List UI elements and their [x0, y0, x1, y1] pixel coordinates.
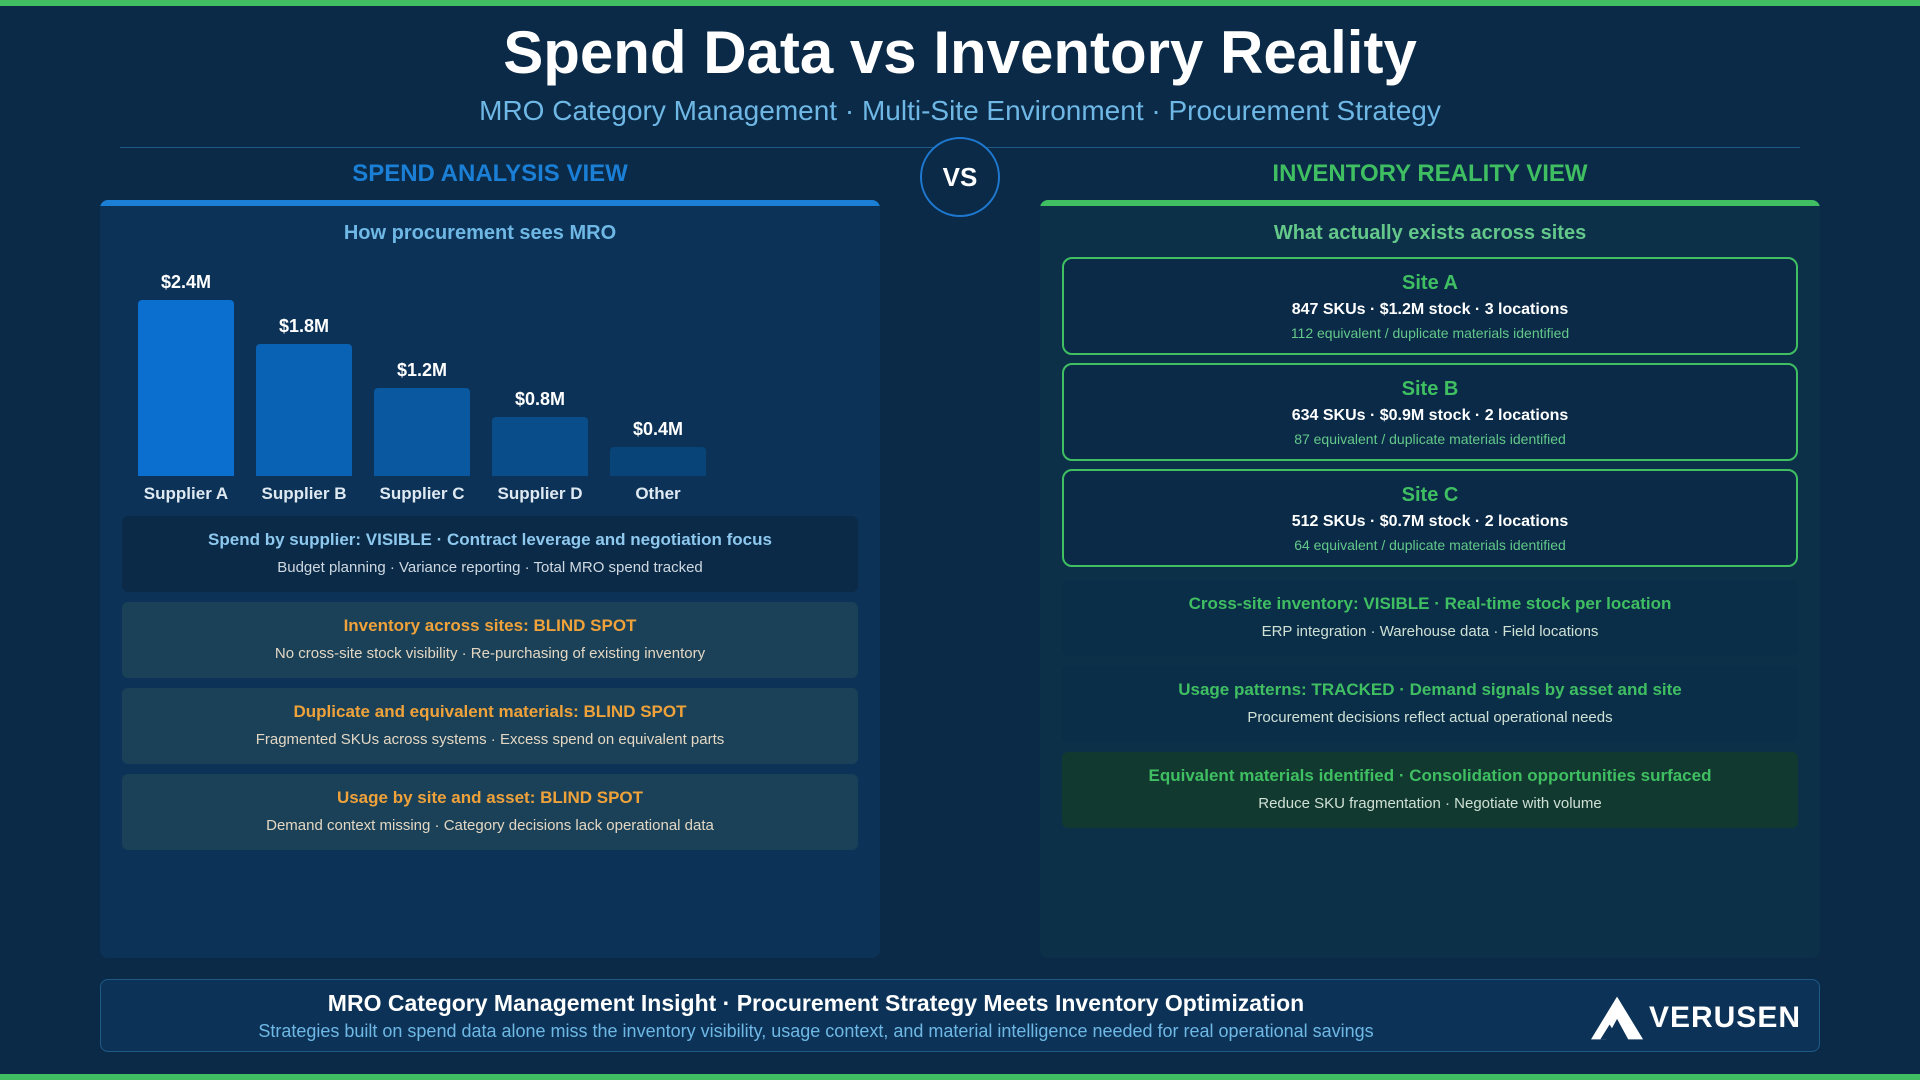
duplicates-blind-spot-title: Duplicate and equivalent materials: BLIN… — [293, 702, 687, 721]
bar-supplier-c — [374, 388, 470, 476]
page-subtitle: MRO Category Management · Multi-Site Env… — [479, 95, 1441, 126]
site-card-a: Site A 847 SKUs · $1.2M stock · 3 locati… — [1062, 257, 1798, 355]
site-card-b: Site B 634 SKUs · $0.9M stock · 2 locati… — [1062, 363, 1798, 461]
spend-panel-subheading: How procurement sees MRO — [343, 222, 617, 244]
duplicates-blind-spot-detail: Fragmented SKUs across systems · Excess … — [255, 731, 725, 748]
bar-value-label: $0.8M — [514, 389, 566, 409]
bar-category-label: Supplier D — [497, 484, 583, 503]
insight-footer: MRO Category Management Insight · Procur… — [100, 979, 1820, 1052]
footer-title: MRO Category Management Insight · Procur… — [327, 990, 1305, 1016]
bar-category-label: Supplier C — [379, 484, 465, 503]
verusen-mark-icon — [1591, 996, 1644, 1040]
vs-badge: VS — [920, 137, 1000, 217]
site-stats: 634 SKUs · $0.9M stock · 2 locations — [1291, 407, 1569, 424]
spend-panel-accent — [100, 200, 880, 206]
bar-value-label: $1.8M — [278, 316, 330, 336]
site-card-c: Site C 512 SKUs · $0.7M stock · 2 locati… — [1062, 469, 1798, 567]
usage-blind-spot-box: Usage by site and asset: BLIND SPOT Dema… — [122, 774, 858, 850]
consolidation-detail: Reduce SKU fragmentation · Negotiate wit… — [1258, 795, 1602, 812]
usage-blind-spot-detail: Demand context missing · Category decisi… — [266, 817, 714, 834]
inventory-blind-spot-box: Inventory across sites: BLIND SPOT No cr… — [122, 602, 858, 678]
site-name: Site C — [1401, 484, 1459, 506]
inventory-view-heading: INVENTORY REALITY VIEW — [1272, 160, 1588, 187]
site-duplicates: 87 equivalent / duplicate materials iden… — [1294, 431, 1566, 447]
cross-site-visible-title: Cross-site inventory: VISIBLE · Real-tim… — [1188, 594, 1672, 613]
bar-value-label: $1.2M — [396, 360, 448, 380]
verusen-logo: VERUSEN — [1591, 996, 1801, 1040]
bar-value-label: $2.4M — [160, 272, 212, 292]
bar-category-label: Supplier B — [261, 484, 347, 503]
cross-site-visible-detail: ERP integration · Warehouse data · Field… — [1261, 623, 1599, 640]
footer-detail: Strategies built on spend data alone mis… — [258, 1021, 1374, 1041]
bar-supplier-a — [138, 300, 234, 476]
inventory-panel-accent — [1040, 200, 1820, 206]
consolidation-box: Equivalent materials identified · Consol… — [1062, 752, 1798, 828]
supplier-spend-chart: $2.4M Supplier A $1.8M Supplier B $1.2M Suppl… — [100, 200, 880, 510]
bar-other — [610, 447, 706, 476]
bar-value-label: $0.4M — [632, 419, 684, 439]
usage-tracked-title: Usage patterns: TRACKED · Demand signals… — [1178, 680, 1682, 699]
spend-visible-title: Spend by supplier: VISIBLE · Contract le… — [208, 530, 772, 549]
logo-text: VERUSEN — [1648, 1001, 1801, 1034]
cross-site-visible-box: Cross-site inventory: VISIBLE · Real-tim… — [1062, 580, 1798, 656]
inventory-blind-spot-title: Inventory across sites: BLIND SPOT — [343, 616, 637, 635]
spend-visible-detail: Budget planning · Variance reporting · T… — [277, 559, 703, 576]
usage-blind-spot-title: Usage by site and asset: BLIND SPOT — [336, 788, 644, 807]
bar-supplier-b — [256, 344, 352, 476]
inventory-panel-subheading: What actually exists across sites — [1273, 222, 1587, 244]
site-stats: 847 SKUs · $1.2M stock · 3 locations — [1291, 301, 1569, 318]
bar-category-label: Supplier A — [143, 484, 229, 503]
usage-tracked-box: Usage patterns: TRACKED · Demand signals… — [1062, 666, 1798, 742]
inventory-reality-panel: What actually exists across sites Site A… — [1040, 200, 1820, 958]
site-name: Site B — [1401, 378, 1459, 400]
inventory-blind-spot-detail: No cross-site stock visibility · Re-purc… — [274, 645, 706, 662]
site-name: Site A — [1402, 272, 1458, 294]
spend-analysis-panel: How procurement sees MRO $2.4M Supplier A… — [100, 200, 880, 958]
page-title: Spend Data vs Inventory Reality — [503, 19, 1417, 86]
duplicates-blind-spot-box: Duplicate and equivalent materials: BLIN… — [122, 688, 858, 764]
site-duplicates: 64 equivalent / duplicate materials iden… — [1294, 537, 1566, 553]
bar-category-label: Other — [635, 484, 681, 503]
spend-visible-box: Spend by supplier: VISIBLE · Contract le… — [122, 516, 858, 592]
consolidation-title: Equivalent materials identified · Consol… — [1148, 766, 1712, 785]
site-duplicates: 112 equivalent / duplicate materials ide… — [1290, 325, 1570, 341]
spend-view-heading: SPEND ANALYSIS VIEW — [352, 160, 628, 187]
top-accent-bar — [0, 0, 1920, 6]
bar-supplier-d — [492, 417, 588, 476]
usage-tracked-detail: Procurement decisions reflect actual ope… — [1247, 709, 1613, 726]
bottom-accent-bar — [0, 1074, 1920, 1080]
site-stats: 512 SKUs · $0.7M stock · 2 locations — [1291, 513, 1569, 530]
